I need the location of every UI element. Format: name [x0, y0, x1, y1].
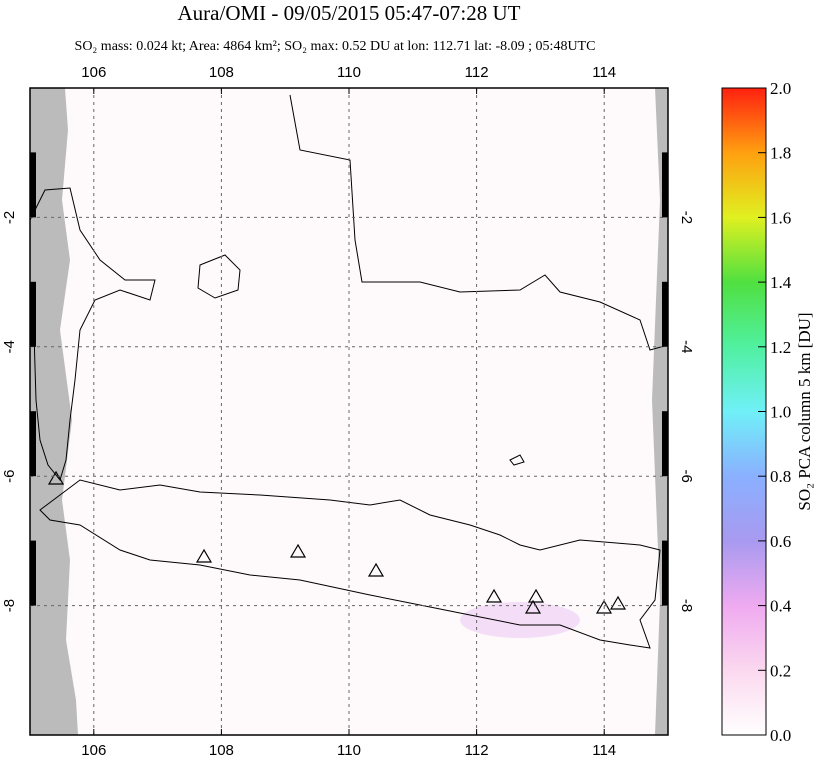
so2-plume — [460, 602, 580, 638]
tick-mark — [662, 281, 668, 347]
x-tick-label: 110 — [337, 64, 361, 81]
tick-mark — [30, 152, 36, 218]
title: Aura/OMI - 09/05/2015 05:47-07:28 UT — [178, 1, 521, 25]
colorbar-tick-label: 0.8 — [770, 467, 791, 486]
no-data — [30, 88, 78, 735]
y-tick-label: -8 — [1, 599, 18, 612]
y-tick-label: -4 — [678, 340, 695, 353]
tick-mark — [662, 540, 668, 606]
x-tick-label: 112 — [465, 742, 489, 759]
colorbar-tick-label: 1.6 — [770, 208, 791, 227]
x-tick-label: 108 — [209, 742, 234, 759]
x-tick-label: 110 — [337, 742, 361, 759]
colorbar-tick-label: 1.8 — [770, 144, 791, 163]
x-tick-label: 108 — [209, 64, 234, 81]
colorbar-tick-label: 1.0 — [770, 403, 791, 422]
colorbar-tick-label: 0.4 — [770, 597, 792, 616]
tick-mark — [30, 281, 36, 347]
tick-mark — [30, 540, 36, 606]
x-tick-label: 114 — [592, 64, 616, 81]
colorbar-label: SO₂ PCA column 5 km [DU] — [795, 312, 814, 510]
tick-mark — [662, 411, 668, 477]
coastline — [29, 94, 669, 649]
colorbar-tick-label: 2.0 — [770, 79, 791, 98]
colorbar-tick-label: 1.2 — [770, 338, 791, 357]
x-tick-label: 112 — [465, 64, 489, 81]
y-tick-label: -8 — [678, 599, 695, 612]
x-tick-label: 106 — [81, 64, 106, 81]
tick-mark — [662, 152, 668, 218]
y-tick-label: -2 — [1, 211, 18, 224]
colorbar-tick-label: 0.2 — [770, 661, 791, 680]
x-tick-label: 106 — [81, 742, 106, 759]
y-tick-label: -6 — [1, 470, 18, 483]
tick-mark — [30, 411, 36, 477]
y-tick-label: -2 — [678, 211, 695, 224]
subtitle: SO₂ mass: 0.024 kt; Area: 4864 km²; SO₂ … — [75, 39, 596, 54]
y-tick-label: -6 — [678, 470, 695, 483]
x-tick-label: 114 — [592, 742, 616, 759]
colorbar-tick-label: 0.0 — [770, 726, 791, 745]
colorbar-tick-label: 0.6 — [770, 532, 791, 551]
colorbar-tick-label: 1.4 — [770, 273, 792, 292]
y-tick-label: -4 — [1, 340, 18, 353]
